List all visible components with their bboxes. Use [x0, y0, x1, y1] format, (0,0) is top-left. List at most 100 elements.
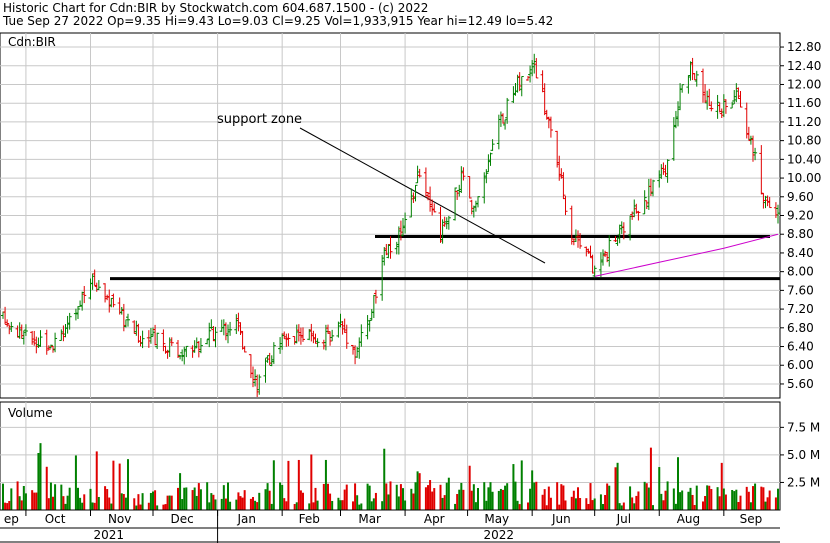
ohlc-bar	[578, 233, 583, 249]
month-label: Feb	[299, 512, 320, 526]
volume-bar	[156, 505, 159, 510]
volume-title: Volume	[8, 406, 53, 420]
volume-bar	[535, 481, 538, 510]
month-label: Jun	[551, 512, 571, 526]
volume-bar	[327, 483, 329, 510]
volume-bar	[122, 494, 125, 510]
volume-bar	[68, 487, 71, 510]
volume-bar	[283, 498, 286, 510]
volume-bar	[647, 487, 650, 510]
volume-bar	[162, 504, 165, 510]
volume-bar	[687, 491, 690, 510]
volume-bar	[620, 505, 623, 510]
ohlc-bar	[359, 324, 364, 347]
volume-bar	[252, 497, 254, 510]
volume-bar	[149, 492, 152, 510]
price-tick-label: 9.60	[787, 190, 814, 204]
volume-bar	[193, 487, 196, 510]
volume-bar	[664, 490, 667, 510]
volume-tick-label: 2.5 M	[787, 475, 820, 489]
volume-bar	[339, 500, 342, 510]
volume-bar	[516, 500, 519, 510]
volume-bar	[506, 483, 509, 510]
volume-bar	[477, 488, 479, 510]
volume-bar	[110, 503, 113, 510]
volume-bar	[2, 483, 4, 510]
ohlc-bar	[453, 187, 458, 221]
ohlc-bar	[184, 345, 189, 358]
volume-bar	[491, 491, 494, 510]
ohlc-bar	[9, 321, 14, 332]
volume-bar	[352, 501, 354, 510]
month-label: Dec	[171, 512, 194, 526]
volume-bar	[589, 483, 592, 510]
volume-bar	[658, 467, 661, 510]
ohlc-bar	[621, 222, 626, 240]
volume-bar	[497, 490, 500, 510]
ohlc-bar	[330, 329, 335, 342]
volume-bar	[602, 504, 604, 510]
ohlc-bar	[488, 152, 493, 166]
volume-bar	[258, 492, 261, 510]
ohlc-bar	[548, 116, 553, 138]
volume-bar	[441, 497, 444, 510]
support-zone-annotation: support zone	[217, 112, 302, 127]
volume-bar	[137, 494, 140, 510]
volume-bar	[60, 484, 63, 510]
volume-bar	[695, 485, 698, 510]
volume-bar	[577, 487, 579, 510]
volume-bar	[489, 482, 492, 510]
volume-bar	[531, 470, 534, 510]
volume-bar	[177, 487, 179, 510]
volume-bar	[235, 499, 238, 510]
volume-bar	[243, 490, 246, 510]
volume-bar	[733, 491, 736, 510]
volume-bar	[483, 482, 486, 510]
ohlc-bar	[67, 312, 72, 330]
volume-bar	[147, 502, 150, 510]
price-tick-label: 11.60	[787, 96, 821, 110]
volume-bar	[514, 481, 517, 510]
price-tick-label: 6.40	[787, 340, 814, 354]
volume-bar	[270, 503, 273, 510]
volume-bar	[387, 494, 390, 510]
volume-bar	[385, 483, 388, 510]
volume-bar	[593, 498, 596, 510]
volume-bar	[747, 491, 750, 510]
volume-bar	[20, 500, 23, 510]
volume-bar	[285, 501, 288, 510]
price-tick-label: 6.80	[787, 321, 814, 335]
volume-bar	[702, 501, 704, 510]
volume-bar	[368, 485, 371, 510]
volume-bar	[414, 482, 417, 510]
volume-bar	[197, 483, 200, 510]
volume-bar	[33, 492, 36, 510]
volume-bar	[179, 473, 182, 510]
price-tick-label: 9.20	[787, 209, 814, 223]
year-label: 2022	[484, 528, 515, 542]
volume-bar	[745, 486, 748, 510]
price-tick-label: 8.80	[787, 227, 814, 241]
volume-bar	[141, 493, 144, 510]
volume-bar	[395, 484, 398, 510]
price-bars	[1, 53, 780, 397]
volume-bar	[739, 495, 742, 510]
ohlc-bar	[403, 212, 408, 234]
volume-bars	[2, 443, 779, 510]
volume-bar	[604, 494, 607, 510]
price-y-axis: 12.80 12.40 12.00 11.60 11.20 10.80 10.40 10.00…	[780, 40, 821, 391]
ohlc-bar	[46, 345, 51, 351]
ohlc-bar	[38, 330, 43, 347]
price-tick-label: 10.00	[787, 171, 821, 185]
volume-bar	[587, 503, 590, 510]
volume-bar	[135, 505, 138, 510]
volume-bar	[337, 497, 340, 510]
ohlc-bar	[534, 58, 539, 79]
volume-bar	[124, 497, 127, 510]
volume-bar	[272, 460, 275, 510]
ohlc-bar	[96, 280, 101, 290]
volume-bar	[268, 490, 271, 510]
chart-header-title: Historic Chart for Cdn:BIR by Stockwatch…	[3, 1, 429, 15]
volume-bar	[652, 505, 654, 510]
volume-bar	[418, 473, 421, 510]
